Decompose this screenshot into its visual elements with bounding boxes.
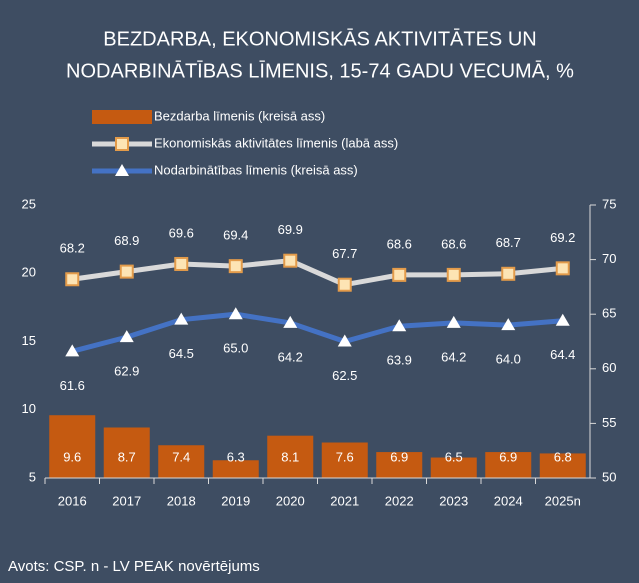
y2-tick-label: 75	[602, 196, 616, 211]
data-label: 64.0	[496, 352, 521, 367]
bar-label: 8.1	[281, 449, 299, 464]
x-tick-label: 2019	[221, 493, 250, 508]
data-label: 68.2	[60, 241, 85, 256]
marker	[555, 313, 570, 326]
y-tick-label: 15	[22, 333, 36, 348]
y-tick-label: 20	[22, 265, 36, 280]
data-label: 64.5	[169, 346, 194, 361]
bar	[485, 452, 532, 478]
x-tick-label: 2024	[494, 493, 523, 508]
marker	[283, 315, 298, 328]
line	[71, 258, 563, 288]
data-label: 68.9	[114, 233, 139, 248]
marker	[283, 253, 298, 268]
marker	[501, 318, 516, 331]
bar	[103, 427, 150, 478]
legend-label: Bezdarba līmenis (kreisā ass)	[154, 108, 325, 123]
bar-label: 7.4	[172, 449, 190, 464]
marker	[392, 267, 407, 282]
data-label: 65.0	[223, 341, 248, 356]
data-label: 68.6	[387, 236, 412, 251]
legend-label: Nodarbinātības līmenis (kreisā ass)	[154, 162, 358, 177]
x-tick-label: 2020	[276, 493, 305, 508]
y2-tick-label: 50	[602, 469, 616, 484]
y-tick-label: 10	[22, 401, 36, 416]
x-tick-label: 2023	[439, 493, 468, 508]
x-tick-label: 2021	[330, 493, 359, 508]
data-label: 64.4	[550, 347, 575, 362]
bar-label: 8.7	[118, 449, 136, 464]
y2-tick-label: 55	[602, 415, 616, 430]
marker	[174, 312, 189, 325]
bar	[430, 457, 477, 478]
bar-label: 6.3	[227, 449, 245, 464]
bar-label: 7.6	[336, 449, 354, 464]
legend-swatch	[92, 110, 152, 124]
y-tick-label: 25	[22, 196, 36, 211]
marker	[555, 261, 570, 276]
data-label: 68.6	[441, 236, 466, 251]
marker	[65, 272, 80, 287]
data-label: 63.9	[387, 353, 412, 368]
bar	[376, 452, 423, 478]
chart-title: BEZDARBA, EKONOMISKĀS AKTIVITĀTES UN	[103, 27, 536, 50]
x-tick-label: 2016	[58, 493, 87, 508]
marker	[119, 330, 134, 343]
data-label: 62.9	[114, 364, 139, 379]
marker	[501, 266, 516, 281]
bar	[321, 442, 368, 478]
marker	[446, 267, 461, 282]
x-tick-label: 2022	[385, 493, 414, 508]
chart-title: NODARBINĀTĪBAS LĪMENIS, 15-74 GADU VECUM…	[66, 59, 574, 82]
data-label: 68.7	[496, 235, 521, 250]
line	[71, 311, 563, 354]
bar	[539, 453, 586, 478]
marker	[119, 264, 134, 279]
data-label: 62.5	[332, 368, 357, 383]
marker	[228, 259, 243, 274]
marker	[392, 319, 407, 332]
bar	[267, 435, 314, 478]
data-label: 67.7	[332, 246, 357, 261]
data-label: 69.4	[223, 228, 248, 243]
bar-label: 6.8	[554, 449, 572, 464]
y2-tick-label: 70	[602, 251, 616, 266]
bar-label: 6.9	[390, 449, 408, 464]
legend-label: Ekonomiskās aktivitātes līmenis (labā as…	[154, 135, 398, 150]
bar-label: 9.6	[63, 449, 81, 464]
legend-marker	[115, 164, 129, 176]
y2-tick-label: 65	[602, 306, 616, 321]
bar	[158, 445, 205, 478]
marker	[65, 344, 80, 357]
marker	[228, 307, 243, 320]
data-label: 69.6	[169, 225, 194, 240]
marker	[174, 256, 189, 271]
x-tick-label: 2018	[167, 493, 196, 508]
data-label: 64.2	[441, 349, 466, 364]
y2-tick-label: 60	[602, 360, 616, 375]
bar-label: 6.5	[445, 449, 463, 464]
bar	[49, 415, 96, 478]
y-tick-label: 5	[29, 469, 36, 484]
marker	[337, 277, 352, 292]
marker	[446, 315, 461, 328]
legend-marker	[115, 137, 129, 151]
bar-label: 6.9	[499, 449, 517, 464]
marker	[337, 334, 352, 347]
data-label: 69.2	[550, 230, 575, 245]
data-label: 69.9	[278, 222, 303, 237]
data-label: 61.6	[60, 378, 85, 393]
data-label: 64.2	[278, 349, 303, 364]
bar	[212, 460, 259, 478]
x-tick-label: 2025n	[545, 493, 581, 508]
source-note: Avots: CSP. n - LV PEAK novērtējums	[8, 558, 260, 575]
x-tick-label: 2017	[112, 493, 141, 508]
